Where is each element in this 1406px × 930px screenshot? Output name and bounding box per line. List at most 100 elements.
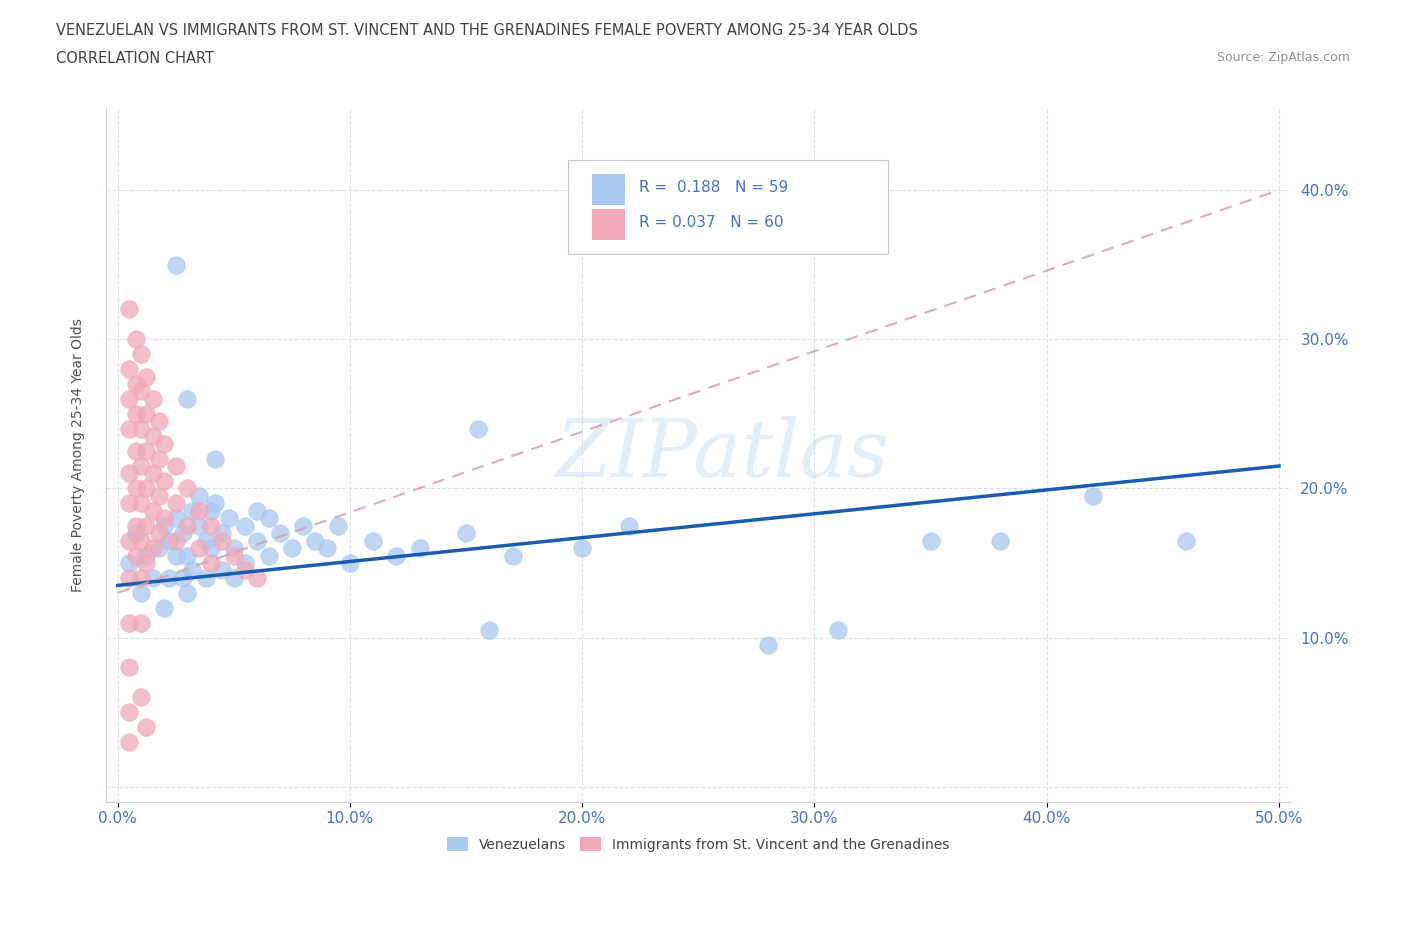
Point: [165, 458, 187, 473]
Point: [478, 623, 501, 638]
Point: [176, 518, 198, 533]
Point: [181, 563, 204, 578]
Point: [148, 451, 170, 466]
Text: R = 0.037   N = 60: R = 0.037 N = 60: [640, 215, 783, 230]
Point: [200, 503, 222, 518]
Point: [141, 570, 163, 585]
Point: [118, 533, 141, 548]
Bar: [592, 208, 624, 240]
Point: [129, 384, 152, 399]
Point: [118, 705, 141, 720]
Point: [118, 466, 141, 481]
Point: [141, 392, 163, 406]
Point: [292, 518, 315, 533]
Point: [188, 518, 211, 533]
Text: Source: ZipAtlas.com: Source: ZipAtlas.com: [1216, 51, 1350, 64]
Text: ZIPatlas: ZIPatlas: [555, 416, 889, 494]
Point: [153, 601, 176, 616]
Point: [118, 735, 141, 750]
Point: [328, 518, 350, 533]
Point: [222, 548, 245, 563]
Legend: Venezuelans, Immigrants from St. Vincent and the Grenadines: Venezuelans, Immigrants from St. Vincent…: [441, 831, 955, 857]
Point: [129, 533, 152, 548]
Point: [135, 406, 157, 421]
Text: R =  0.188   N = 59: R = 0.188 N = 59: [640, 180, 789, 195]
Point: [129, 616, 152, 631]
Point: [135, 369, 157, 384]
Point: [408, 540, 430, 555]
Point: [165, 533, 187, 548]
Point: [153, 436, 176, 451]
Point: [246, 533, 269, 548]
Point: [257, 511, 280, 525]
Point: [165, 511, 187, 525]
Point: [141, 429, 163, 444]
Point: [141, 503, 163, 518]
Point: [204, 451, 226, 466]
FancyBboxPatch shape: [568, 160, 887, 254]
Point: [129, 421, 152, 436]
Point: [200, 555, 222, 570]
Point: [129, 496, 152, 511]
Point: [118, 421, 141, 436]
Point: [176, 585, 198, 600]
Point: [118, 302, 141, 317]
Point: [988, 533, 1011, 548]
Point: [135, 555, 157, 570]
Point: [218, 511, 240, 525]
Point: [269, 525, 291, 540]
Point: [125, 444, 148, 458]
Point: [361, 533, 384, 548]
Point: [135, 481, 157, 496]
Point: [211, 525, 233, 540]
Point: [200, 518, 222, 533]
Point: [176, 548, 198, 563]
Bar: [592, 174, 624, 206]
Point: [129, 347, 152, 362]
Point: [200, 540, 222, 555]
Point: [246, 570, 269, 585]
Point: [181, 503, 204, 518]
Point: [129, 458, 152, 473]
Point: [827, 623, 849, 638]
Point: [135, 720, 157, 735]
Point: [502, 548, 524, 563]
Point: [148, 525, 170, 540]
Point: [157, 570, 180, 585]
Point: [756, 638, 779, 653]
Point: [246, 503, 269, 518]
Point: [211, 563, 233, 578]
Point: [118, 555, 141, 570]
Point: [125, 518, 148, 533]
Point: [125, 525, 148, 540]
Text: VENEZUELAN VS IMMIGRANTS FROM ST. VINCENT AND THE GRENADINES FEMALE POVERTY AMON: VENEZUELAN VS IMMIGRANTS FROM ST. VINCEN…: [56, 23, 918, 38]
Point: [204, 496, 226, 511]
Point: [467, 421, 489, 436]
Point: [148, 414, 170, 429]
Point: [118, 362, 141, 377]
Text: CORRELATION CHART: CORRELATION CHART: [56, 51, 214, 66]
Point: [118, 616, 141, 631]
Y-axis label: Female Poverty Among 25-34 Year Olds: Female Poverty Among 25-34 Year Olds: [72, 318, 86, 591]
Point: [118, 660, 141, 675]
Point: [920, 533, 942, 548]
Point: [165, 258, 187, 272]
Point: [617, 518, 640, 533]
Point: [257, 548, 280, 563]
Point: [194, 570, 217, 585]
Point: [176, 481, 198, 496]
Point: [125, 548, 148, 563]
Point: [571, 540, 593, 555]
Point: [315, 540, 337, 555]
Point: [153, 518, 176, 533]
Point: [165, 548, 187, 563]
Point: [135, 548, 157, 563]
Point: [339, 555, 361, 570]
Point: [148, 488, 170, 503]
Point: [135, 444, 157, 458]
Point: [235, 518, 257, 533]
Point: [454, 525, 477, 540]
Point: [153, 511, 176, 525]
Point: [176, 392, 198, 406]
Point: [235, 555, 257, 570]
